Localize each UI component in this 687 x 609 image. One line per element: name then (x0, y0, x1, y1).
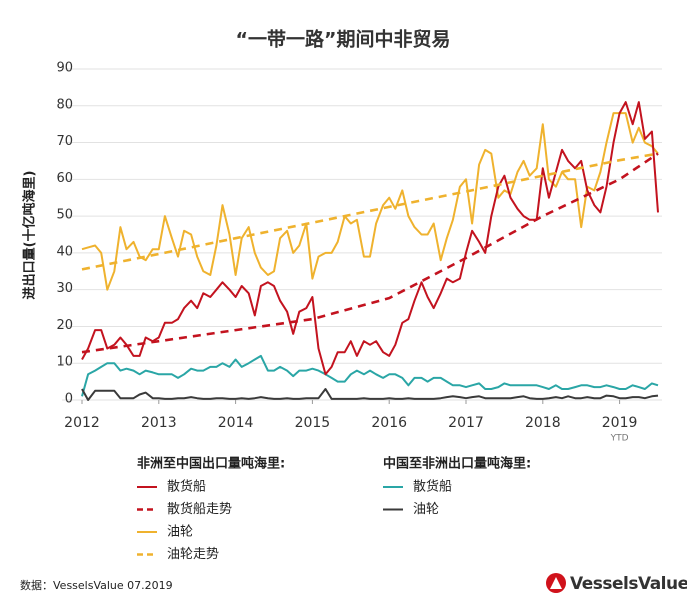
y-tick-label: 70 (56, 134, 73, 149)
x-tick-label: 2017 (448, 415, 484, 431)
y-tick-label: 80 (56, 97, 73, 112)
logo: VesselsValue (546, 573, 687, 594)
y-tick-label: 40 (56, 244, 73, 259)
logo-icon-mark (550, 577, 562, 589)
trend-line (81, 152, 659, 354)
legend-label: 油轮 (413, 502, 439, 517)
y-tick-label: 90 (56, 61, 73, 76)
series-line (81, 388, 659, 401)
chart-title: “一带一路”期间中非贸易 (236, 28, 451, 51)
x-tick-label: 2015 (295, 415, 331, 431)
legend-label: 油轮 (167, 525, 193, 540)
y-tick-label: 10 (56, 355, 73, 370)
source: 数据：VesselsValue 07.2019 (20, 578, 173, 592)
x-tick-label: 2012 (64, 415, 100, 431)
y-tick-label: 60 (56, 171, 73, 186)
legend: 非洲至中国出口量吨海里: 中国至非洲出口量吨海里:散货船散货船走势油轮油轮走势散货… (137, 456, 531, 562)
legend-label: 散货船 (413, 479, 452, 495)
plot-area: 0 10 20 30 40 50 60 70 80 90 2012 2013 2014 2015 2016 2… (56, 61, 662, 444)
logo-text: VesselsValue (570, 574, 687, 594)
y-tick-label: 0 (65, 392, 73, 407)
x-tick-label: 2014 (218, 415, 254, 431)
x-tick-label: 2016 (371, 415, 407, 431)
y-tick-label: 50 (56, 208, 73, 223)
legend-label: 油轮走势 (167, 546, 219, 562)
x-tick-label: 2018 (525, 415, 561, 431)
x-tick-label: 2013 (141, 415, 177, 431)
annotation: YTD (610, 434, 629, 444)
legend-label: 散货船走势 (167, 501, 232, 517)
trend-line (81, 152, 659, 271)
y-tick-label: 20 (56, 318, 73, 333)
series-line (81, 354, 659, 397)
legend-group-title: 非洲至中国出口量吨海里: (137, 456, 285, 472)
legend-label: 散货船 (167, 479, 206, 495)
series-line (81, 112, 659, 291)
legend-group-title: 中国至非洲出口量吨海里: (383, 456, 531, 472)
x-tick-label: 2019 (602, 415, 638, 431)
y-axis-label: 进出口量(十亿吨海里) (22, 171, 38, 300)
y-tick-label: 30 (56, 281, 73, 296)
series-line (81, 101, 659, 376)
